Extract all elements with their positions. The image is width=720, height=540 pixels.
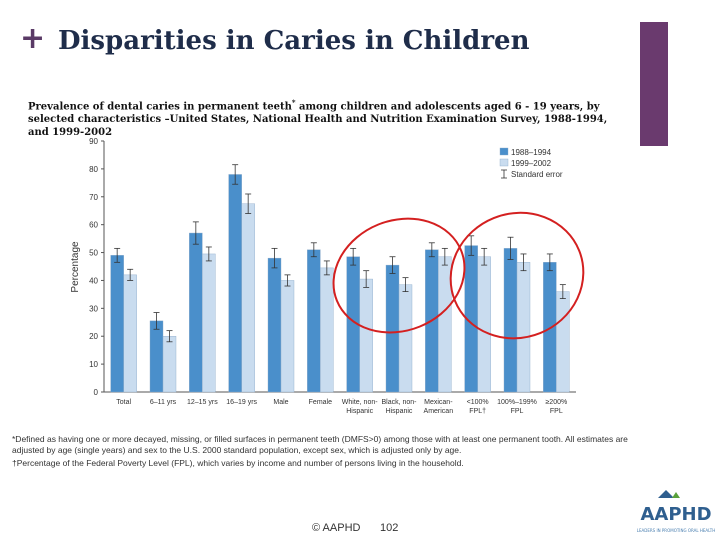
x-tick-label: Mexican- xyxy=(424,399,453,406)
x-tick-label: Hispanic xyxy=(386,408,413,415)
subtitle-footnote-mark: * xyxy=(291,98,296,107)
bar-chart: 0 10 20 30 40 50 60 70 80 90 Percentage Total 6–11 … xyxy=(70,137,585,415)
x-tick-label: ≥200% xyxy=(545,399,567,406)
x-tick-label: 100%–199% xyxy=(497,399,537,406)
bullet-plus: + xyxy=(20,21,46,56)
x-tick-label: American xyxy=(424,408,454,415)
slide-title: Disparities in Caries in Children xyxy=(58,26,530,56)
x-tick-label: White, non- xyxy=(342,399,378,406)
bar-1999-2002 xyxy=(398,284,413,393)
logo-wordmark: AAPHD xyxy=(640,504,711,525)
y-tick-label: 20 xyxy=(89,332,98,341)
page-number: 102 xyxy=(380,522,399,534)
bar-1999-2002 xyxy=(241,203,255,393)
bar-1999-2002 xyxy=(556,291,570,393)
x-tick-label: 16–19 yrs xyxy=(226,399,257,406)
subtitle-rest: among children and adolescents aged 6 - … xyxy=(28,101,608,139)
x-tick-label: FPL xyxy=(511,408,524,415)
y-tick-label: 0 xyxy=(94,388,99,397)
legend-label: 1999–2002 xyxy=(511,159,552,168)
legend-error-label: Standard error xyxy=(511,170,563,179)
y-axis-label: Percentage xyxy=(70,241,81,293)
bar-1988-1994 xyxy=(189,232,203,393)
bar-1999-2002 xyxy=(438,256,452,393)
y-tick-label: 60 xyxy=(89,221,98,230)
legend-swatch xyxy=(499,158,509,167)
y-tick-label: 90 xyxy=(89,137,98,146)
bar-1988-1994 xyxy=(307,249,321,393)
bar-1999-2002 xyxy=(123,274,137,393)
y-tick-label: 70 xyxy=(89,193,98,202)
bar-1988-1994 xyxy=(543,262,557,393)
x-tick-label: Total xyxy=(116,399,131,406)
bar-1999-2002 xyxy=(359,278,373,393)
x-tick-label: <100% xyxy=(467,399,489,406)
legend-swatch xyxy=(499,147,509,156)
y-tick-label: 80 xyxy=(89,165,98,174)
x-tick-label: Hispanic xyxy=(346,408,373,415)
x-tick-label: FPL† xyxy=(469,408,486,415)
footnote-definition: *Defined as having one or more decayed, … xyxy=(12,434,628,455)
x-tick-label: Black, non- xyxy=(381,399,417,406)
bar-1988-1994 xyxy=(110,255,124,393)
copyright-text: © AAPHD xyxy=(312,522,361,534)
x-tick-label: 6–11 yrs xyxy=(150,399,177,406)
highlight-circle xyxy=(332,217,466,334)
footnote-fpl: †Percentage of the Federal Poverty Level… xyxy=(12,458,464,468)
bar-1999-2002 xyxy=(477,256,491,393)
x-tick-label: Female xyxy=(309,399,332,406)
aaphd-logo: AAPHD LEADERS IN PROMOTING ORAL HEALTH xyxy=(637,490,715,533)
logo-tagline: LEADERS IN PROMOTING ORAL HEALTH xyxy=(637,528,715,533)
bar-1999-2002 xyxy=(162,336,177,393)
x-tick-label: FPL xyxy=(550,408,563,415)
y-tick-label: 30 xyxy=(89,304,98,313)
bar-1988-1994 xyxy=(267,257,282,393)
bar-1999-2002 xyxy=(280,280,295,393)
y-tick-label: 40 xyxy=(89,276,98,285)
bar-1988-1994 xyxy=(149,320,164,393)
x-tick-label: 12–15 yrs xyxy=(187,399,218,406)
y-tick-label: 50 xyxy=(89,249,98,258)
bar-1988-1994 xyxy=(385,264,400,393)
bar-1988-1994 xyxy=(228,174,242,393)
subtitle-main: Prevalence of dental caries in permanent… xyxy=(28,101,292,113)
y-tick-label: 10 xyxy=(89,360,98,369)
bar-1988-1994 xyxy=(503,248,518,393)
accent-bar xyxy=(640,22,668,146)
legend-label: 1988–1994 xyxy=(511,148,552,157)
bar-1999-2002 xyxy=(320,267,334,393)
chart-subtitle: Prevalence of dental caries in permanent… xyxy=(28,96,628,139)
bar-1999-2002 xyxy=(202,253,216,393)
bar-1999-2002 xyxy=(516,262,531,393)
highlight-circle xyxy=(449,211,585,340)
x-tick-label: Male xyxy=(273,399,288,406)
